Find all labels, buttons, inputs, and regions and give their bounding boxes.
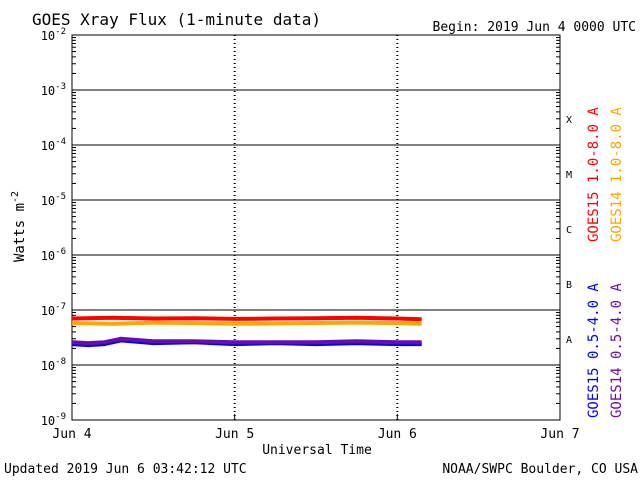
chart-title: GOES Xray Flux (1-minute data) [32, 10, 321, 29]
legend-entry: GOES15 0.5-4.0 A [586, 283, 602, 418]
y-tick-label-exponent: -5 [55, 192, 66, 202]
credit-label: NOAA/SWPC Boulder, CO USA [442, 462, 638, 477]
flare-class-label: M [566, 170, 572, 181]
y-tick-label: 10-4 [41, 137, 66, 153]
y-tick-label-exponent: -9 [55, 412, 66, 422]
y-tick-label: 10-3 [41, 82, 66, 98]
y-tick-label-exponent: -6 [55, 247, 66, 257]
legend-entry: GOES14 0.5-4.0 A [609, 283, 625, 418]
series-line [71, 336, 422, 346]
x-tick-label: Jun 5 [215, 427, 254, 442]
y-axis-label-superscript: -2 [10, 191, 21, 203]
y-tick-label-base: 10 [41, 29, 55, 43]
legend-entry: GOES15 1.0-8.0 A [586, 107, 602, 242]
y-tick-label-base: 10 [41, 304, 55, 318]
y-tick-label-base: 10 [41, 414, 55, 428]
flare-class-label: X [566, 115, 572, 126]
flare-class-label: B [566, 280, 572, 291]
y-axis-label: Watts m-2 [10, 191, 28, 262]
y-tick-label: 10-7 [41, 302, 66, 318]
updated-timestamp: Updated 2019 Jun 6 03:42:12 UTC [4, 462, 247, 477]
y-tick-label: 10-6 [41, 247, 66, 263]
x-axis-label: Universal Time [262, 443, 372, 458]
y-tick-label: 10-8 [41, 357, 66, 373]
y-tick-label-base: 10 [41, 249, 55, 263]
y-tick-label-base: 10 [41, 84, 55, 98]
y-tick-label-base: 10 [41, 194, 55, 208]
y-tick-label: 10-9 [41, 412, 66, 428]
y-tick-label-exponent: -3 [55, 82, 66, 92]
y-tick-label-exponent: -7 [55, 302, 66, 312]
y-tick-label-exponent: -4 [55, 137, 66, 147]
y-axis-label-text: Watts m [12, 203, 28, 262]
x-tick-label: Jun 7 [540, 427, 579, 442]
series-line [71, 315, 422, 322]
flare-class-label: A [566, 335, 572, 346]
plot-frame [71, 34, 561, 421]
begin-label: Begin: 2019 Jun 4 0000 UTC [433, 20, 637, 35]
y-tick-label: 10-5 [41, 192, 66, 208]
y-tick-label: 10-2 [41, 27, 66, 43]
flare-class-label: C [566, 225, 572, 236]
series-line [71, 320, 422, 326]
x-tick-label: Jun 4 [52, 427, 91, 442]
y-tick-label-exponent: -8 [55, 357, 66, 367]
x-tick-label: Jun 6 [378, 427, 417, 442]
y-tick-label-base: 10 [41, 139, 55, 153]
y-tick-label-base: 10 [41, 359, 55, 373]
y-tick-label-exponent: -2 [55, 27, 66, 37]
legend-entry: GOES14 1.0-8.0 A [609, 107, 625, 242]
